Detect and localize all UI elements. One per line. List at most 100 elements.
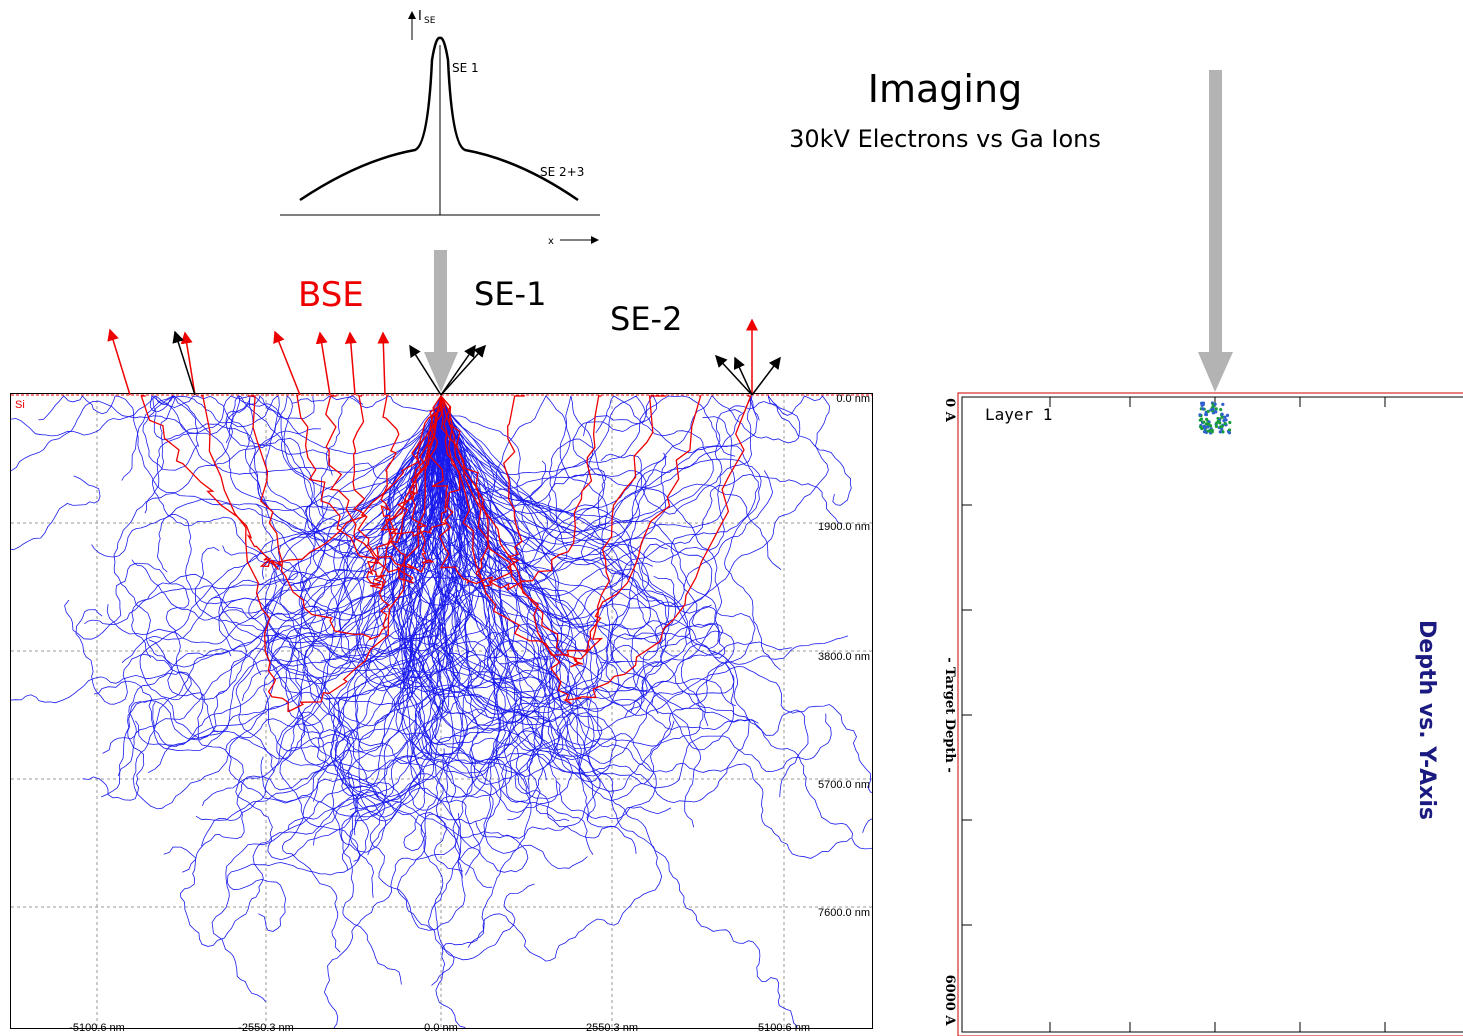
- ion-dot: [1211, 407, 1215, 411]
- electron-path: [392, 395, 843, 623]
- se-arrow: [172, 330, 196, 396]
- right-plot: [961, 396, 1463, 1033]
- ion-dot: [1198, 413, 1202, 417]
- ion-dot: [1215, 421, 1219, 425]
- electron-path: [323, 395, 460, 1028]
- ion-dot: [1220, 424, 1224, 428]
- electron-path: [400, 395, 759, 731]
- electron-path: [149, 395, 442, 644]
- ion-dot: [1202, 430, 1207, 434]
- depth-label: 1900.0 nm: [818, 521, 870, 533]
- ion-dot: [1214, 407, 1218, 411]
- electron-path: [440, 394, 852, 608]
- bse-path: [439, 395, 525, 585]
- electron-path: [349, 395, 518, 811]
- electron-path: [440, 395, 723, 643]
- electron-path: [11, 395, 442, 704]
- electron-path: [440, 395, 852, 859]
- electron-path: [343, 395, 601, 749]
- ion-dot: [1221, 430, 1225, 434]
- electron-path: [121, 395, 442, 664]
- ion-dot: [1223, 421, 1227, 426]
- ion-dot: [1203, 426, 1207, 430]
- electron-path: [235, 395, 442, 760]
- electron-path: [440, 395, 781, 671]
- beam-head: [424, 352, 458, 392]
- electron-path: [440, 395, 758, 515]
- ion-dot: [1207, 422, 1211, 426]
- bse-arrow: [180, 331, 196, 396]
- grid: [11, 394, 872, 1028]
- bse-arrow: [377, 331, 390, 396]
- bse-path: [200, 395, 442, 713]
- electron-path: [182, 395, 471, 873]
- electron-path: [281, 395, 465, 953]
- bse-path: [440, 395, 667, 656]
- electron-path: [300, 395, 442, 862]
- electron-path: [84, 395, 457, 662]
- ion-dot: [1213, 402, 1217, 406]
- x-label: 0.0 nm: [424, 1022, 458, 1034]
- electron-path: [355, 395, 594, 855]
- depth-label: 7600.0 nm: [818, 907, 870, 919]
- electron-path: [113, 395, 442, 733]
- x-label: 5100.6 nm: [758, 1022, 810, 1034]
- bse-path: [440, 395, 602, 591]
- electron-path: [440, 395, 782, 571]
- electron-path: [266, 395, 450, 675]
- ion-dot: [1202, 420, 1206, 424]
- electron-path: [349, 395, 488, 898]
- electron-path: [440, 395, 573, 693]
- ion-dot: [1223, 415, 1227, 419]
- title: Imaging: [868, 67, 1022, 111]
- beam: [434, 250, 447, 355]
- electron-path: [253, 395, 442, 616]
- bse-arrow: [315, 331, 331, 396]
- electron-path: [440, 395, 736, 707]
- tail-label: SE 2+3: [540, 165, 584, 179]
- depth-label: 5700.0 nm: [818, 779, 870, 791]
- electron-path: [194, 395, 487, 669]
- inset-y-label: I: [418, 9, 422, 24]
- electron-path: [82, 395, 520, 801]
- right-ticks: [962, 397, 1386, 1032]
- electron-path: [409, 395, 620, 710]
- ion-dot: [1214, 410, 1218, 414]
- se-arrow: [440, 344, 487, 396]
- depth-label: 0.0 nm: [836, 393, 870, 405]
- electron-path: [440, 396, 759, 659]
- electron-path: [132, 395, 442, 810]
- electron-path: [340, 395, 445, 985]
- se-arrow: [440, 344, 476, 396]
- bse-path: [248, 395, 443, 641]
- electron-path: [334, 395, 466, 931]
- material-label: Si: [15, 399, 25, 411]
- se1-label: SE-1: [474, 275, 546, 313]
- ion-dot: [1200, 401, 1204, 405]
- electron-path: [440, 395, 688, 645]
- inset-plot: [280, 11, 600, 244]
- inset-y-sub: SE: [424, 16, 436, 26]
- depth-axis-label: - Target Depth -: [942, 657, 957, 773]
- electron-path: [440, 395, 809, 802]
- bottom-depth-label: 6000 A: [942, 975, 957, 1027]
- electron-path: [391, 395, 547, 781]
- electron-path: [265, 395, 442, 768]
- electron-path: [440, 395, 750, 804]
- bse-label: BSE: [298, 275, 364, 315]
- electron-path: [91, 395, 442, 558]
- top-depth-label: 0 A: [942, 398, 957, 423]
- ion-dot: [1228, 420, 1232, 425]
- beam-arrows: [424, 70, 1233, 392]
- electron-path: [396, 395, 675, 792]
- emission-arrows: [107, 318, 781, 396]
- bse-path: [140, 395, 442, 571]
- x-label: 2550.3 nm: [586, 1022, 638, 1034]
- electron-path: [433, 395, 556, 798]
- x-label: -2550.3 nm: [238, 1022, 294, 1034]
- electron-path: [148, 395, 467, 773]
- electron-path: [434, 395, 756, 718]
- electron-path: [362, 395, 468, 690]
- se2-label: SE-2: [610, 300, 682, 338]
